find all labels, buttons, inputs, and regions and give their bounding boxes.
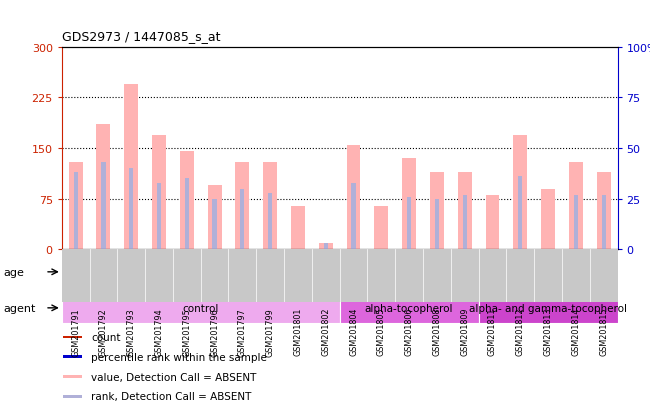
Text: percentile rank within the sample: percentile rank within the sample (91, 352, 266, 362)
Bar (569, 162, 583, 250)
Text: agent: agent (3, 303, 36, 313)
Bar (124, 85, 138, 250)
Bar (157, 183, 161, 250)
Bar (64, 395, 82, 398)
Text: value, Detection Call = ABSENT: value, Detection Call = ABSENT (91, 372, 256, 382)
Bar (486, 196, 499, 250)
Bar (129, 169, 133, 250)
Bar (263, 162, 277, 250)
Bar (514, 135, 527, 250)
Bar (346, 145, 361, 250)
Bar (463, 195, 467, 250)
Text: age: age (3, 267, 24, 277)
Bar (601, 195, 606, 250)
Text: 30 mo: 30 mo (391, 266, 428, 279)
Text: 5 mo: 5 mo (116, 266, 146, 279)
Bar (352, 183, 356, 250)
Bar (235, 162, 250, 250)
Bar (185, 179, 189, 250)
Text: rank, Detection Call = ABSENT: rank, Detection Call = ABSENT (91, 392, 252, 401)
Bar (374, 206, 388, 250)
Text: count: count (91, 332, 120, 342)
Bar (69, 162, 83, 250)
Bar (518, 177, 523, 250)
Text: alpha- and gamma-tocopherol: alpha- and gamma-tocopherol (469, 303, 627, 313)
Text: GDS2973 / 1447085_s_at: GDS2973 / 1447085_s_at (62, 31, 220, 43)
Bar (207, 186, 222, 250)
Bar (64, 336, 82, 338)
Text: alpha-tocopherol: alpha-tocopherol (365, 303, 453, 313)
Bar (64, 356, 82, 358)
Bar (478, 293, 618, 323)
Bar (73, 173, 78, 250)
Bar (430, 172, 444, 250)
Bar (324, 244, 328, 250)
Bar (62, 293, 339, 323)
Bar (180, 152, 194, 250)
Bar (268, 193, 272, 250)
Bar (64, 375, 82, 378)
Text: control: control (183, 303, 219, 313)
Bar (597, 172, 610, 250)
Bar (402, 159, 416, 250)
Bar (240, 189, 244, 250)
Bar (458, 172, 472, 250)
Bar (152, 135, 166, 250)
Bar (435, 199, 439, 250)
Bar (62, 257, 201, 287)
Bar (574, 195, 578, 250)
Bar (318, 243, 333, 250)
Bar (96, 125, 110, 250)
Bar (213, 199, 216, 250)
Bar (541, 189, 555, 250)
Bar (201, 257, 618, 287)
Bar (101, 163, 105, 250)
Bar (339, 293, 478, 323)
Bar (407, 197, 411, 250)
Bar (291, 206, 305, 250)
